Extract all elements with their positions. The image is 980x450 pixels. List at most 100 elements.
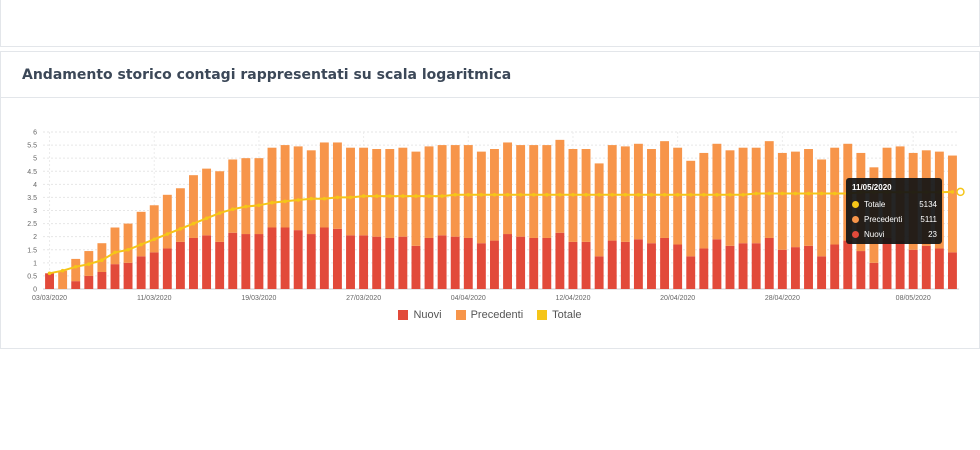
point-totale xyxy=(571,193,575,197)
tooltip-value-precedenti: 5111 xyxy=(920,215,937,224)
legend-item-precedenti[interactable]: Precedenti xyxy=(455,309,524,321)
bar-precedenti xyxy=(58,270,68,289)
bar-precedenti xyxy=(817,159,827,257)
point-totale xyxy=(518,193,523,197)
bar-precedenti xyxy=(385,149,395,238)
bar-nuovi xyxy=(607,240,617,289)
bar-nuovi xyxy=(620,241,630,289)
point-totale xyxy=(741,193,745,197)
point-totale xyxy=(348,195,353,200)
point-totale xyxy=(296,198,300,202)
bar-nuovi xyxy=(686,256,696,289)
point-totale xyxy=(165,232,170,236)
point-totale xyxy=(414,194,418,198)
bar-precedenti xyxy=(123,223,133,263)
point-totale xyxy=(126,247,130,252)
legend-swatch-nuovi xyxy=(398,310,409,320)
bar-nuovi xyxy=(254,234,264,289)
chart-title: Andamento storico contagi rappresentati … xyxy=(22,66,512,83)
y-tick-label: 3 xyxy=(33,208,37,215)
bar-nuovi xyxy=(934,248,944,289)
point-totale xyxy=(440,194,444,198)
bar-nuovi xyxy=(751,243,761,289)
bar-precedenti xyxy=(764,141,774,238)
bar-nuovi xyxy=(332,228,342,289)
bar-nuovi xyxy=(633,239,643,289)
bar-nuovi xyxy=(306,234,316,289)
bar-precedenti xyxy=(306,150,316,235)
point-totale xyxy=(479,193,484,197)
legend-label-nuovi: Nuovi xyxy=(413,309,442,321)
bar-precedenti xyxy=(293,146,303,231)
point-totale xyxy=(47,271,52,276)
x-tick-label: 28/04/2020 xyxy=(765,295,800,302)
bar-precedenti xyxy=(607,145,617,241)
legend-item-nuovi[interactable]: Nuovi xyxy=(398,309,442,321)
bar-nuovi xyxy=(175,241,185,289)
point-totale xyxy=(675,193,680,197)
point-totale xyxy=(244,204,248,209)
point-totale xyxy=(113,250,117,255)
bar-nuovi xyxy=(830,244,840,289)
bar-nuovi xyxy=(542,237,552,289)
legend-item-totale[interactable]: Totale xyxy=(537,309,582,321)
bar-precedenti xyxy=(267,147,277,228)
point-totale xyxy=(230,207,235,211)
y-tick-label: 0 xyxy=(33,287,37,294)
bar-precedenti xyxy=(411,151,421,246)
point-totale xyxy=(780,191,785,196)
x-tick-label: 19/03/2020 xyxy=(241,295,276,302)
bar-nuovi xyxy=(764,237,774,289)
point-totale xyxy=(466,193,471,197)
bar-precedenti xyxy=(424,146,434,238)
point-totale xyxy=(191,221,196,226)
point-totale xyxy=(623,193,628,197)
point-totale xyxy=(728,193,732,197)
bar-nuovi xyxy=(594,256,604,289)
bar-precedenti xyxy=(437,145,447,236)
line-totale xyxy=(49,190,953,275)
bar-precedenti xyxy=(542,145,552,238)
point-totale xyxy=(73,264,78,269)
bar-precedenti xyxy=(319,142,329,228)
bar-nuovi xyxy=(424,237,434,289)
point-totale xyxy=(754,191,758,196)
bar-precedenti xyxy=(372,149,382,237)
bar-precedenti xyxy=(162,194,172,249)
point-totale xyxy=(361,194,366,198)
y-tick-label: 5 xyxy=(33,156,37,163)
bar-nuovi xyxy=(319,227,329,289)
highlight-point-totale xyxy=(956,187,965,197)
y-tick-label: 5.5 xyxy=(27,143,37,150)
bar-precedenti xyxy=(332,142,342,229)
point-totale xyxy=(322,196,327,201)
bar-nuovi xyxy=(817,256,827,289)
tooltip-label-precedenti: Precedenti xyxy=(864,215,903,224)
x-tick-label: 04/04/2020 xyxy=(451,295,486,302)
bar-nuovi xyxy=(385,237,395,289)
bar-nuovi xyxy=(738,243,748,289)
bar-nuovi xyxy=(189,237,198,289)
bar-precedenti xyxy=(202,168,212,236)
log-scale-chart[interactable]: 0 0.5 1 1.5 2 2.5 3 3.5 4 4.5 5 5.5 6 03/03/2020 11/03… xyxy=(1,98,979,313)
point-totale xyxy=(531,193,536,197)
point-totale xyxy=(401,194,405,198)
bar-precedenti xyxy=(529,145,539,238)
tooltip-row-precedenti: Precedenti 5111 xyxy=(852,212,937,227)
bar-nuovi xyxy=(267,227,277,289)
point-totale xyxy=(636,193,641,197)
bar-precedenti xyxy=(712,143,722,240)
point-totale xyxy=(649,193,654,197)
legend-label-precedenti: Precedenti xyxy=(470,309,524,321)
bar-nuovi xyxy=(490,240,499,289)
point-totale xyxy=(100,258,104,263)
point-totale xyxy=(832,191,837,196)
bar-nuovi xyxy=(359,235,369,289)
point-totale xyxy=(387,194,392,198)
bar-precedenti xyxy=(215,171,225,242)
point-totale xyxy=(950,190,955,194)
bar-nuovi xyxy=(110,264,120,289)
bar-nuovi xyxy=(660,237,670,289)
point-totale xyxy=(610,193,615,197)
bar-nuovi xyxy=(895,240,905,289)
